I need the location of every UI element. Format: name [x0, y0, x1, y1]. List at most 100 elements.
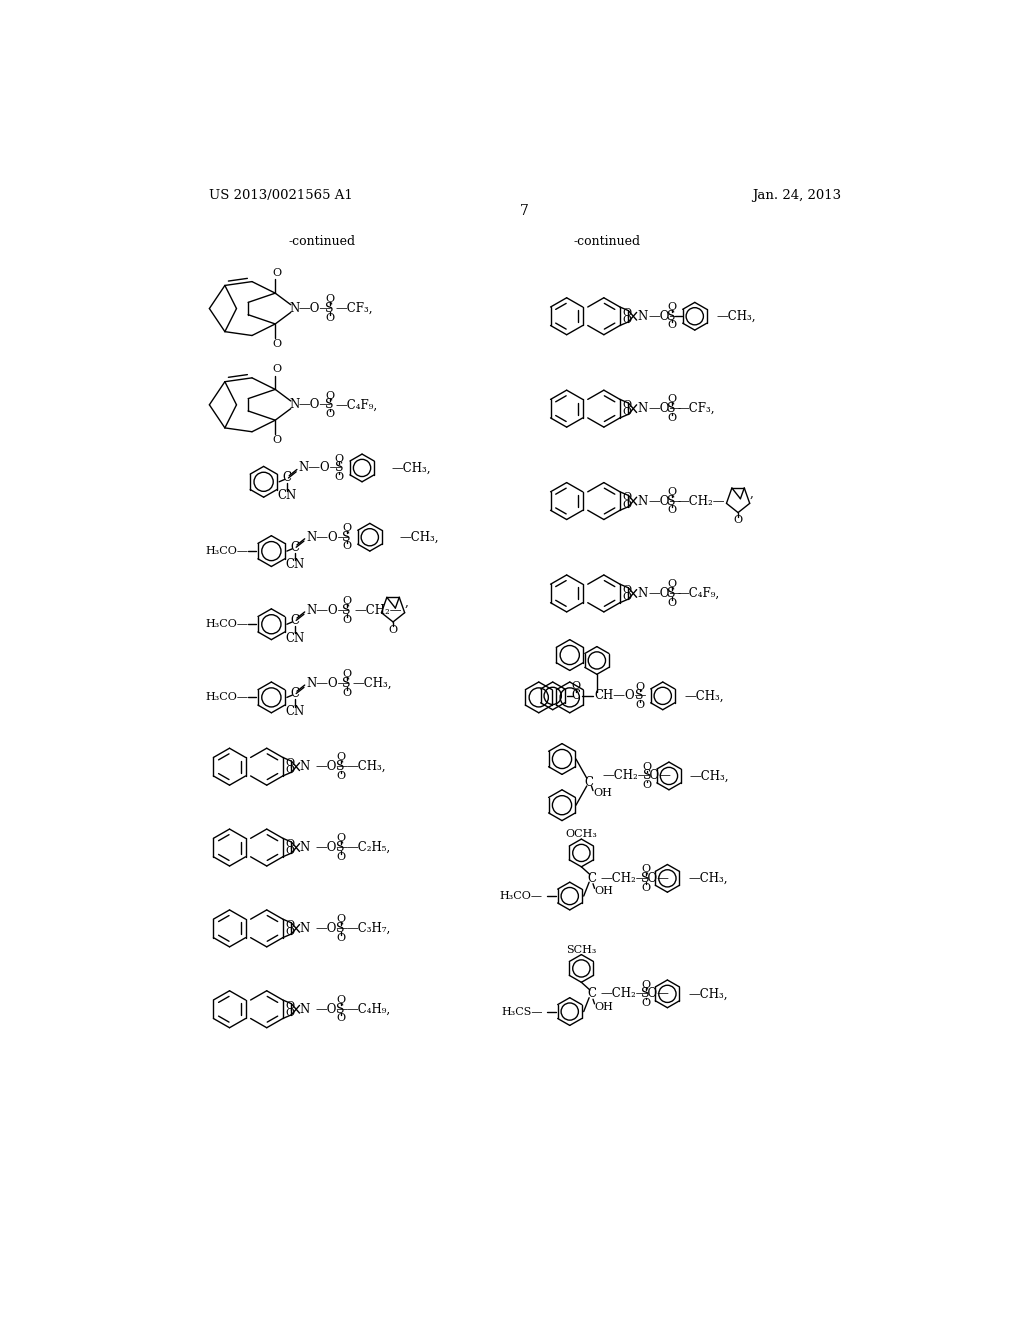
Text: O: O [623, 593, 632, 602]
Text: H₃CO—: H₃CO— [205, 693, 248, 702]
Text: —O—: —O— [648, 403, 681, 416]
Text: —CH₃,: —CH₃, [399, 531, 438, 544]
Text: ,: , [751, 487, 754, 500]
Text: O: O [272, 436, 282, 445]
Text: —CH₃,: —CH₃, [391, 462, 431, 474]
Text: —CH₂—O—: —CH₂—O— [602, 770, 671, 783]
Text: N: N [300, 760, 310, 774]
Text: O: O [272, 268, 282, 279]
Text: N: N [637, 495, 647, 508]
Text: O: O [336, 752, 345, 763]
Text: S: S [326, 399, 334, 412]
Text: S: S [668, 587, 676, 601]
Text: S: S [336, 841, 345, 854]
Text: O: O [623, 585, 632, 595]
Text: O: O [272, 364, 282, 375]
Text: H₃CS—: H₃CS— [501, 1007, 543, 1016]
Text: C: C [290, 614, 299, 627]
Text: —O—: —O— [648, 495, 681, 508]
Text: —CH₂—: —CH₂— [354, 603, 401, 616]
Text: OCH₃: OCH₃ [565, 829, 597, 840]
Text: —O—: —O— [299, 302, 332, 315]
Text: O: O [285, 1001, 294, 1011]
Text: —CH₃,: —CH₃, [688, 987, 728, 1001]
Text: S: S [326, 302, 334, 315]
Text: —CH₃,: —CH₃, [688, 871, 728, 884]
Text: O: O [667, 413, 676, 422]
Text: N: N [300, 921, 310, 935]
Text: O: O [342, 688, 351, 698]
Text: O: O [285, 920, 294, 929]
Text: C: C [585, 776, 594, 788]
Text: CH—O—: CH—O— [595, 689, 647, 702]
Text: —CF₃,: —CF₃, [336, 302, 373, 315]
Text: O: O [641, 883, 650, 892]
Text: N: N [300, 1003, 310, 1016]
Text: S: S [668, 495, 676, 508]
Text: SCH₃: SCH₃ [566, 945, 597, 954]
Text: CN: CN [285, 705, 304, 718]
Text: O: O [623, 500, 632, 510]
Text: O: O [285, 846, 294, 857]
Text: —C₂H₅,: —C₂H₅, [347, 841, 391, 854]
Text: —CF₃,: —CF₃, [678, 403, 715, 416]
Text: O: O [667, 395, 676, 404]
Text: O: O [623, 408, 632, 417]
Text: O: O [623, 492, 632, 503]
Text: ,: , [404, 597, 409, 610]
Text: O: O [336, 995, 345, 1005]
Text: —O—: —O— [299, 399, 332, 412]
Text: O: O [336, 933, 345, 942]
Text: —CH₃,: —CH₃, [352, 677, 392, 690]
Text: O: O [325, 313, 334, 323]
Text: H₃CO—: H₃CO— [205, 619, 248, 630]
Text: S: S [336, 760, 345, 774]
Text: O: O [342, 541, 351, 552]
Text: CN: CN [278, 490, 297, 502]
Text: O: O [641, 998, 650, 1008]
Text: —O—: —O— [648, 587, 681, 601]
Text: Jan. 24, 2013: Jan. 24, 2013 [752, 189, 841, 202]
Text: O: O [334, 454, 343, 463]
Text: O: O [342, 597, 351, 606]
Text: C: C [587, 871, 596, 884]
Text: S: S [336, 921, 345, 935]
Text: OH: OH [595, 1002, 613, 1012]
Text: N: N [290, 302, 300, 315]
Text: —O—: —O— [315, 1003, 349, 1016]
Text: —C₃H₇,: —C₃H₇, [347, 921, 391, 935]
Text: H₃CO—: H₃CO— [205, 546, 248, 556]
Text: N—O—: N—O— [306, 603, 349, 616]
Text: S: S [641, 987, 650, 1001]
Text: -continued: -continued [573, 235, 641, 248]
Text: CN: CN [285, 631, 304, 644]
Text: N: N [637, 310, 647, 323]
Text: O: O [325, 391, 334, 400]
Text: —CH₂—O—: —CH₂—O— [601, 987, 670, 1001]
Text: 7: 7 [520, 203, 529, 218]
Text: O: O [635, 700, 644, 710]
Text: O: O [571, 681, 581, 690]
Text: O: O [643, 780, 652, 791]
Text: —CH₂—: —CH₂— [678, 495, 725, 508]
Text: C: C [290, 686, 299, 700]
Text: O: O [285, 840, 294, 849]
Text: O: O [285, 927, 294, 937]
Text: O: O [336, 915, 345, 924]
Text: O: O [667, 579, 676, 589]
Text: O: O [733, 515, 742, 525]
Text: O: O [285, 1008, 294, 1018]
Text: S: S [643, 770, 651, 783]
Text: O: O [667, 487, 676, 496]
Text: C: C [587, 987, 596, 1001]
Text: —CH₂—O—: —CH₂—O— [601, 871, 670, 884]
Text: S: S [342, 531, 351, 544]
Text: —CH₃,: —CH₃, [347, 760, 386, 774]
Text: S: S [641, 871, 650, 884]
Text: C: C [283, 471, 292, 484]
Text: S: S [336, 1003, 345, 1016]
Text: O: O [667, 598, 676, 607]
Text: N—O—: N—O— [306, 531, 349, 544]
Text: O: O [641, 979, 650, 990]
Text: O: O [623, 315, 632, 325]
